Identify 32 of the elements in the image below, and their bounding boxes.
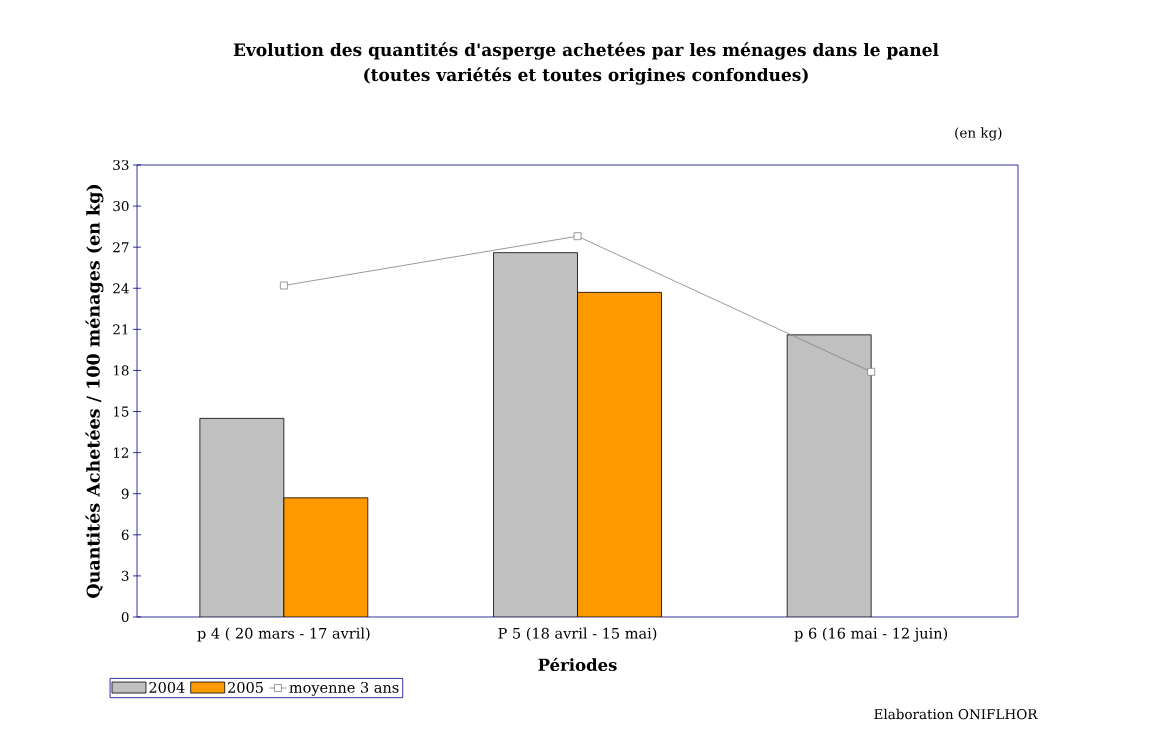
y-axis-title: Quantités Achetées / 100 ménages (en kg) [85, 185, 104, 598]
y-tick-label: 30 [113, 200, 129, 212]
y-tick-label: 24 [113, 283, 129, 294]
bar [577, 291, 662, 617]
text: Elaboration ONIFLHOR [874, 708, 1038, 720]
bar [199, 417, 285, 617]
y-tick-label: 15 [113, 406, 129, 417]
text: (en kg) [955, 127, 1002, 141]
x-tick-label: P 5 (18 avril - 15 mai) [498, 627, 657, 641]
y-tick-label: 9 [121, 488, 129, 499]
x-tick-label: p 6 (16 mai - 12 juin) [794, 627, 948, 642]
y-tick-label: 6 [121, 529, 129, 540]
point [279, 281, 288, 290]
y-tick-label: 12 [113, 447, 129, 458]
y-tick-label: 27 [113, 242, 129, 253]
legend-label: 2004 [149, 681, 185, 693]
legend-label: 2005 [228, 681, 263, 693]
x-tick-label: p 4 ( 20 mars - 17 avril) [197, 627, 370, 642]
legend-label: moyenne 3 ans [289, 681, 399, 696]
y-tick-label: 18 [113, 365, 129, 376]
y-tick-label: 0 [121, 611, 129, 623]
x-axis-title: Périodes [538, 657, 617, 672]
y-tick-label: 21 [113, 324, 128, 335]
bar [786, 334, 872, 617]
y-tick-label: 3 [121, 570, 129, 581]
chart-subtitle: (toutes variétés et toutes origines confondues) [364, 67, 808, 85]
y-tick-label: 33 [113, 159, 129, 171]
chart-title: Evolution des quantités d'asperge achetées par les ménages dans le panel [233, 42, 939, 60]
bar [283, 497, 369, 617]
point [573, 232, 582, 241]
point [867, 367, 876, 376]
bar [493, 252, 578, 617]
